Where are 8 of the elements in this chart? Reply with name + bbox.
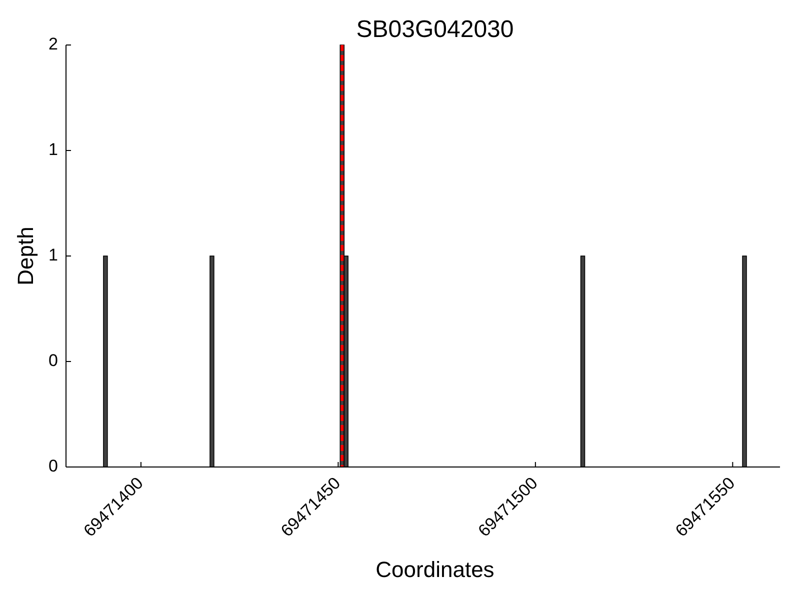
y-tick-label: 2 bbox=[48, 34, 58, 54]
y-tick-label: 0 bbox=[48, 350, 58, 370]
x-axis-title: Coordinates bbox=[376, 557, 494, 582]
y-tick-label: 1 bbox=[48, 140, 58, 159]
chart-title: SB03G042030 bbox=[356, 16, 514, 43]
y-tick-label: 1 bbox=[48, 245, 58, 264]
y-axis-title: Depth bbox=[13, 226, 38, 286]
y-tick-label: 0 bbox=[48, 456, 58, 476]
